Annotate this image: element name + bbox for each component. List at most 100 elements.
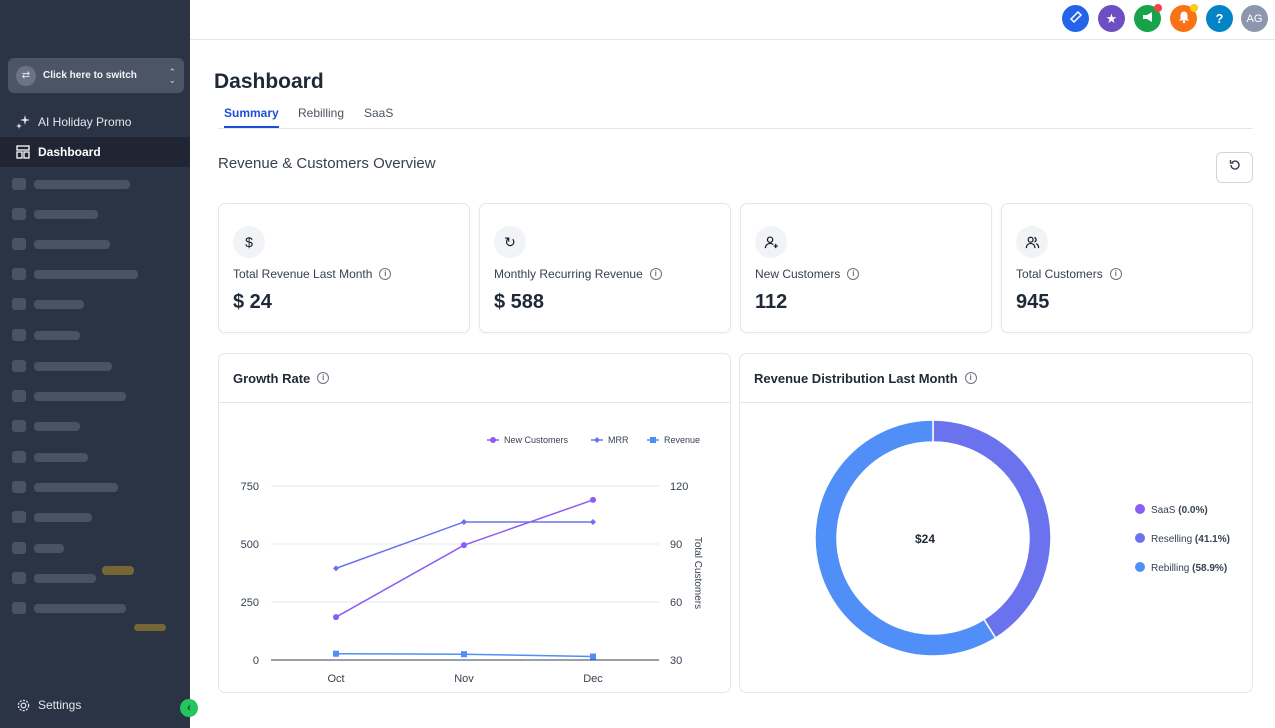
help-icon: ? [1216, 11, 1224, 26]
growth-rate-chart: 0 30 250 60 500 90 750 120 Oct Nov Dec Total Custom… [219, 403, 730, 693]
section-title: Revenue & Customers Overview [218, 155, 436, 172]
data-point [590, 654, 596, 660]
user-plus-icon [755, 226, 787, 258]
chevron-updown-icon: ⌃ ⌄ [168, 68, 176, 84]
legend-label: Revenue [664, 435, 700, 445]
info-icon[interactable]: i [847, 268, 859, 280]
sparkle-icon [15, 114, 31, 130]
stat-label: Total Customers [1016, 267, 1103, 281]
data-point [333, 651, 339, 657]
bell-icon [1177, 10, 1191, 27]
gear-icon [15, 697, 31, 713]
stat-card-new-customers: New Customers i 112 [740, 203, 992, 333]
stat-value: 945 [1016, 291, 1049, 314]
stat-label: Monthly Recurring Revenue [494, 267, 643, 281]
stat-value: 112 [755, 291, 787, 314]
notifications-button[interactable] [1170, 5, 1197, 32]
sidebar-item-blurred[interactable] [12, 177, 130, 191]
account-switcher[interactable]: ⇄ Click here to switch ⌃ ⌄ [8, 58, 184, 93]
badge-blurred [102, 566, 134, 575]
tab-saas[interactable]: SaaS [364, 106, 393, 126]
info-icon[interactable]: i [650, 268, 662, 280]
sidebar-item-blurred[interactable] [12, 207, 98, 221]
badge-blurred [134, 624, 166, 631]
chevron-left-icon: ‹ [187, 702, 191, 714]
sidebar-item-ai-holiday-promo[interactable]: AI Holiday Promo [0, 107, 190, 137]
stat-card-mrr: ↻ Monthly Recurring Revenue i $ 588 [479, 203, 731, 333]
sidebar-item-dashboard[interactable]: Dashboard [0, 137, 190, 167]
sidebar-item-blurred[interactable] [12, 359, 112, 373]
user-avatar[interactable]: AG [1241, 5, 1268, 32]
sidebar-item-blurred[interactable] [12, 267, 138, 281]
donut-slice [933, 420, 1051, 638]
stat-card-total-customers: Total Customers i 945 [1001, 203, 1253, 333]
tab-bar: Summary Rebilling SaaS [218, 100, 1253, 129]
sidebar-item-blurred[interactable] [12, 237, 110, 251]
sidebar-item-blurred[interactable] [12, 541, 64, 555]
info-icon[interactable]: i [379, 268, 391, 280]
legend-label: Reselling (41.1%) [1151, 534, 1230, 545]
avatar-initials: AG [1247, 13, 1263, 25]
y-right-tick-label: 30 [670, 655, 682, 667]
tab-label: SaaS [364, 106, 393, 120]
legend-marker [490, 437, 496, 443]
panel-title: Growth Rate [233, 371, 310, 386]
tab-summary[interactable]: Summary [224, 106, 279, 128]
sidebar-item-settings[interactable]: Settings [15, 697, 81, 713]
sidebar-item-blurred[interactable] [12, 450, 88, 464]
legend-label: New Customers [504, 435, 569, 445]
switch-icon: ⇄ [16, 66, 36, 86]
favorites-button[interactable]: ★ [1098, 5, 1125, 32]
sidebar-item-label: AI Holiday Promo [38, 115, 131, 129]
sidebar-item-blurred[interactable] [12, 419, 80, 433]
sidebar: ⇄ Click here to switch ⌃ ⌄ AI Holiday Pro… [0, 0, 190, 728]
data-point [333, 565, 339, 571]
legend-dot [1135, 504, 1145, 514]
quick-action-button[interactable] [1062, 5, 1089, 32]
y-left-tick-label: 750 [241, 481, 259, 493]
stat-value: $ 24 [233, 291, 272, 314]
stat-value: $ 588 [494, 291, 544, 314]
users-icon [1016, 226, 1048, 258]
legend-name: SaaS [1151, 505, 1178, 516]
legend-label: MRR [608, 435, 629, 445]
recurring-icon: ↻ [494, 226, 526, 258]
x-tick-label: Oct [327, 673, 344, 685]
legend-marker [650, 437, 656, 443]
settings-label: Settings [38, 698, 81, 712]
notification-dot [1154, 4, 1162, 12]
legend-percent: (0.0%) [1178, 505, 1207, 516]
tab-rebilling[interactable]: Rebilling [298, 106, 344, 126]
y-right-tick-label: 120 [670, 481, 688, 493]
legend-label: SaaS (0.0%) [1151, 505, 1208, 516]
refresh-icon [1228, 158, 1242, 177]
sidebar-item-blurred[interactable] [12, 389, 126, 403]
star-icon: ★ [1106, 11, 1118, 27]
sidebar-item-blurred[interactable] [12, 297, 84, 311]
info-icon[interactable]: i [317, 372, 329, 384]
topbar: ★ ? AG [190, 0, 1275, 40]
stat-label: New Customers [755, 267, 840, 281]
y-right-tick-label: 90 [670, 539, 682, 551]
panel-title: Revenue Distribution Last Month [754, 371, 958, 386]
sidebar-item-blurred[interactable] [12, 571, 96, 585]
switcher-label: Click here to switch [43, 70, 168, 81]
y-right-axis-label: Total Customers [692, 537, 703, 609]
refresh-button[interactable] [1216, 152, 1253, 183]
info-icon[interactable]: i [965, 372, 977, 384]
y-right-tick-label: 60 [670, 597, 682, 609]
sidebar-item-blurred[interactable] [12, 328, 80, 342]
announcements-button[interactable] [1134, 5, 1161, 32]
sidebar-item-blurred[interactable] [12, 601, 126, 615]
sidebar-item-blurred[interactable] [12, 510, 92, 524]
help-button[interactable]: ? [1206, 5, 1233, 32]
revenue-distribution-panel: Revenue Distribution Last Month i $24 SaaS… [739, 353, 1253, 693]
sidebar-item-blurred[interactable] [12, 480, 118, 494]
legend-marker [594, 437, 600, 443]
stat-card-total-revenue: $ Total Revenue Last Month i $ 24 [218, 203, 470, 333]
data-point [590, 519, 596, 525]
info-icon[interactable]: i [1110, 268, 1122, 280]
y-left-tick-label: 250 [241, 597, 259, 609]
tab-label: Summary [224, 106, 279, 120]
collapse-sidebar-button[interactable]: ‹ [180, 699, 198, 717]
